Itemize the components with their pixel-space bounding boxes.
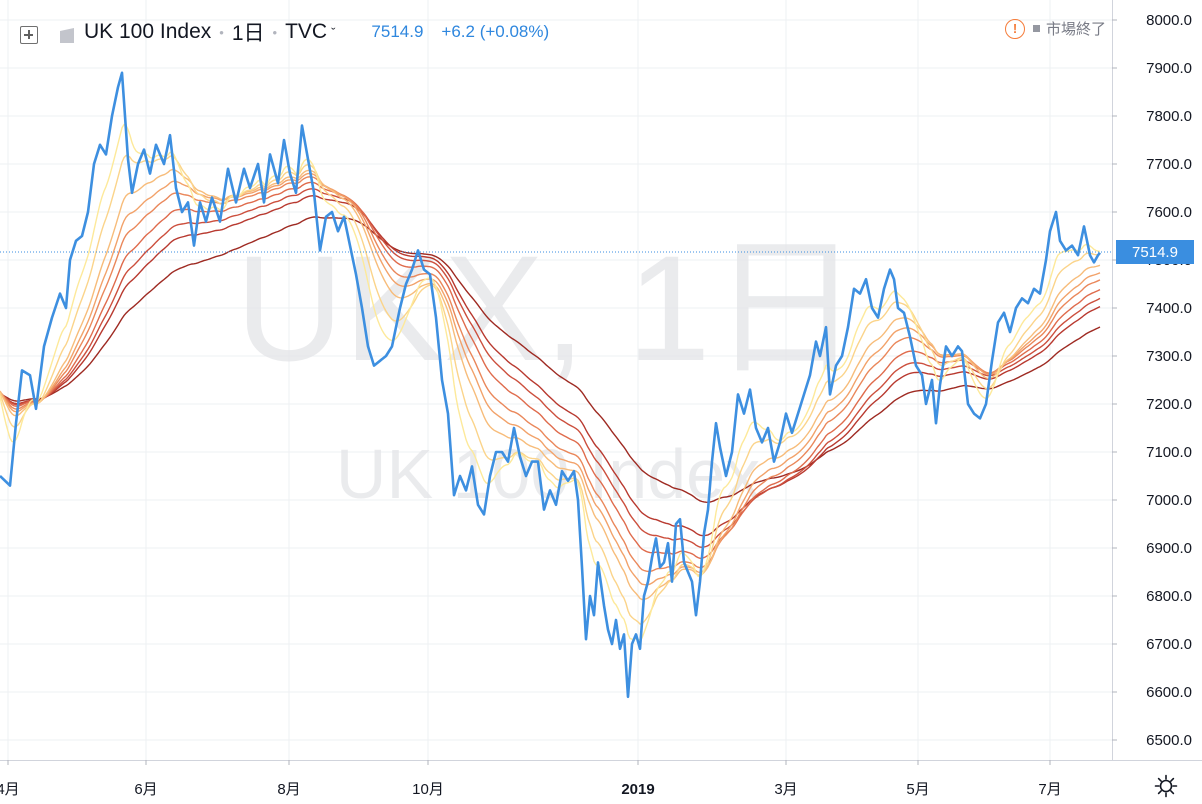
x-tick-label: 10月: [412, 781, 444, 798]
x-tick-label: 5月: [906, 781, 929, 798]
ema-ribbon-line: [0, 194, 1101, 537]
last-price-label: 7514.9: [1116, 240, 1194, 264]
symbol-header: UK 100 Index • 1日 • TVC ˇ 7514.9 +6.2 (+…: [84, 14, 549, 50]
x-tick-label: 8月: [277, 781, 300, 798]
price-series: [0, 71, 1101, 699]
y-tick-label: 7700.0: [1146, 156, 1192, 173]
price-axis-bg: [1112, 0, 1202, 804]
y-tick-label: 6800.0: [1146, 588, 1192, 605]
y-tick-label: 7800.0: [1146, 108, 1192, 125]
chart-grid: [0, 0, 1112, 760]
y-tick-label: 7300.0: [1146, 348, 1192, 365]
last-price-label-text: 7514.9: [1132, 244, 1178, 261]
interval-label[interactable]: 1日: [231, 22, 265, 45]
y-tick-label: 6700.0: [1146, 636, 1192, 653]
ema-ribbon-line: [0, 154, 1101, 625]
y-tick-label: 7900.0: [1146, 60, 1192, 77]
y-tick-label: 7100.0: [1146, 444, 1192, 461]
chevron-down-icon[interactable]: ˇ: [331, 24, 336, 40]
market-status[interactable]: ! 市場終了: [1004, 18, 1106, 39]
price-axis: 8000.07900.07800.07700.07600.07500.07400…: [1112, 0, 1202, 804]
x-tick-label: 2019: [621, 781, 654, 798]
x-tick-label: 6月: [134, 781, 157, 798]
x-tick-label: 3月: [774, 781, 797, 798]
y-tick-label: 6500.0: [1146, 732, 1192, 749]
symbol-name[interactable]: UK 100 Index: [84, 20, 212, 43]
warning-icon: !: [1004, 18, 1025, 39]
watermark-description: UK 100 Index: [336, 435, 760, 513]
y-tick-label: 7000.0: [1146, 492, 1192, 509]
ema-ribbon-line: [0, 172, 1101, 586]
y-tick-label: 8000.0: [1146, 12, 1192, 29]
ema-ribbon-line: [0, 176, 1101, 573]
price-change: +6.2 (+0.08%): [441, 22, 550, 41]
market-status-label: 市場終了: [1045, 21, 1106, 38]
y-tick-label: 7400.0: [1146, 300, 1192, 317]
y-tick-label: 6600.0: [1146, 684, 1192, 701]
time-axis: 4月 6月 8月 10月 2019 3月 5月 7月: [0, 760, 1202, 804]
add-symbol-icon[interactable]: [20, 26, 38, 44]
price-line[interactable]: [0, 71, 1101, 699]
status-square-icon: [1032, 25, 1040, 32]
separator-dot: •: [272, 24, 278, 40]
flag-icon: [60, 28, 74, 43]
y-tick-label: 7600.0: [1146, 204, 1192, 221]
y-tick-label: 6900.0: [1146, 540, 1192, 557]
ema-ribbon-line: [0, 216, 1101, 504]
settings-gear-icon[interactable]: [1154, 774, 1178, 798]
exchange-label[interactable]: TVC: [285, 20, 328, 43]
separator-dot: •: [219, 24, 224, 40]
x-tick-label: 4月: [0, 781, 20, 798]
x-tick-label: 7月: [1038, 781, 1061, 798]
time-axis-bg: [0, 760, 1202, 804]
ema-ribbon-line: [0, 123, 1101, 642]
last-price: 7514.9: [371, 22, 424, 41]
y-tick-label: 7200.0: [1146, 396, 1192, 413]
